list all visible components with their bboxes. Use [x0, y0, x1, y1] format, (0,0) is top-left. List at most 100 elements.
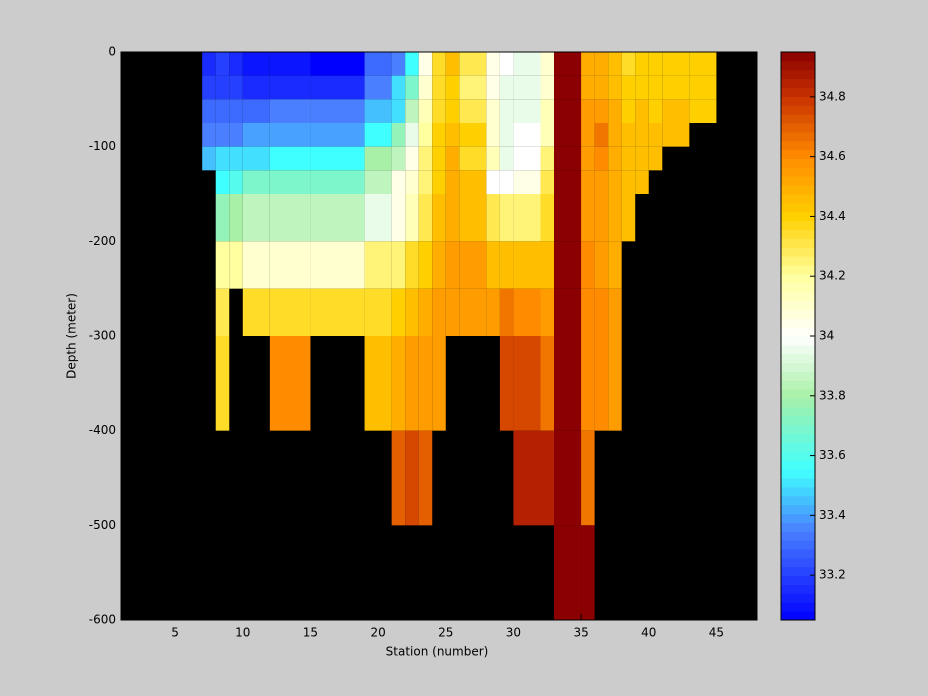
- heat-cell: [459, 194, 487, 242]
- heat-cell: [202, 75, 216, 100]
- heat-cell: [486, 194, 500, 242]
- heat-cell: [418, 170, 433, 194]
- heat-cell: [594, 241, 609, 289]
- heat-cell: [499, 170, 514, 194]
- heat-cell: [581, 430, 595, 526]
- colorbar-swatch: [781, 327, 815, 337]
- heat-cell: [364, 194, 392, 242]
- heat-cell: [310, 241, 365, 289]
- colorbar-swatch: [781, 407, 815, 417]
- heat-cell: [513, 241, 541, 289]
- heat-cell: [229, 146, 243, 171]
- heat-cell: [459, 123, 487, 147]
- heat-cell: [242, 146, 270, 171]
- heat-cell: [418, 241, 433, 289]
- colorbar-swatch: [781, 433, 815, 443]
- colorbar-swatch: [781, 584, 815, 594]
- colorbar-swatch: [781, 522, 815, 532]
- heat-cell: [554, 52, 582, 76]
- heat-cell: [621, 99, 636, 123]
- heat-cell: [405, 194, 419, 242]
- heat-cell: [554, 99, 582, 123]
- heat-cell: [202, 123, 216, 147]
- x-tick-label: 5: [171, 626, 179, 640]
- heat-cell: [418, 123, 433, 147]
- y-tick-label: -500: [89, 518, 116, 532]
- heat-cell: [242, 99, 270, 123]
- heat-cell: [554, 75, 582, 100]
- heat-cell: [269, 99, 311, 123]
- heat-cell: [310, 146, 365, 171]
- heat-cell: [269, 336, 311, 431]
- heat-cell: [242, 194, 270, 242]
- heat-cell: [364, 99, 392, 123]
- heat-cell: [445, 52, 460, 76]
- colorbar-swatch: [781, 52, 815, 62]
- heat-cell: [405, 75, 419, 100]
- heat-cell: [648, 52, 663, 76]
- heat-cell: [364, 170, 392, 194]
- colorbar-swatch: [781, 478, 815, 488]
- colorbar-tick-label: 34.8: [819, 89, 846, 103]
- heat-cell: [202, 146, 216, 171]
- heat-cell: [445, 75, 460, 100]
- heat-cell: [445, 194, 460, 242]
- heat-cell: [594, 52, 609, 76]
- heat-cell: [215, 170, 230, 194]
- colorbar-swatch: [781, 176, 815, 186]
- heat-cell: [540, 194, 555, 242]
- colorbar-swatch: [781, 611, 815, 621]
- colorbar-tick-label: 33.2: [819, 568, 846, 582]
- heat-cell: [581, 194, 595, 242]
- heat-cell: [581, 99, 595, 123]
- heat-cell: [621, 52, 636, 76]
- heat-cell: [635, 123, 649, 147]
- x-tick-label: 10: [235, 626, 250, 640]
- heat-cell: [391, 336, 406, 431]
- colorbar-tick-label: 34.2: [819, 269, 846, 283]
- heat-cell: [594, 123, 609, 147]
- heat-cell: [242, 75, 270, 100]
- colorbar-tick-label: 34: [819, 329, 834, 343]
- heat-cell: [391, 430, 406, 526]
- heat-cell: [364, 75, 392, 100]
- heat-cell: [689, 75, 717, 100]
- heat-cell: [648, 146, 663, 171]
- heat-cell: [513, 288, 541, 336]
- heat-cell: [513, 430, 541, 526]
- heat-cell: [432, 99, 446, 123]
- colorbar-swatch: [781, 282, 815, 293]
- heat-cell: [445, 123, 460, 147]
- colorbar-swatch: [781, 513, 815, 523]
- heat-cell: [608, 99, 622, 123]
- colorbar-swatch: [781, 486, 815, 497]
- colorbar-tick-label: 34.4: [819, 209, 846, 223]
- heat-cell: [594, 75, 609, 100]
- heat-cell: [581, 241, 595, 289]
- heat-cell: [540, 170, 555, 194]
- heat-cell: [432, 123, 446, 147]
- heat-cell: [418, 430, 433, 526]
- heat-cell: [215, 241, 230, 289]
- heat-cell: [554, 525, 582, 620]
- colorbar-swatch: [781, 309, 815, 319]
- heat-cell: [432, 336, 446, 431]
- heat-cell: [499, 99, 514, 123]
- heat-cell: [662, 99, 690, 123]
- colorbar-swatch: [781, 344, 815, 355]
- heat-cell: [662, 52, 690, 76]
- heat-cell: [499, 288, 514, 336]
- colorbar-swatch: [781, 300, 815, 310]
- colorbar-swatch: [781, 504, 815, 514]
- heat-cell: [405, 241, 419, 289]
- heat-cell: [689, 99, 717, 123]
- heat-cell: [229, 170, 243, 194]
- colorbar-swatch: [781, 291, 815, 301]
- colorbar-swatch: [781, 96, 815, 106]
- heat-cell: [391, 241, 406, 289]
- colorbar-swatch: [781, 495, 815, 506]
- heat-cell: [459, 288, 487, 336]
- colorbar-swatch: [781, 114, 815, 124]
- colorbar-swatch: [781, 140, 815, 151]
- heat-cell: [445, 288, 460, 336]
